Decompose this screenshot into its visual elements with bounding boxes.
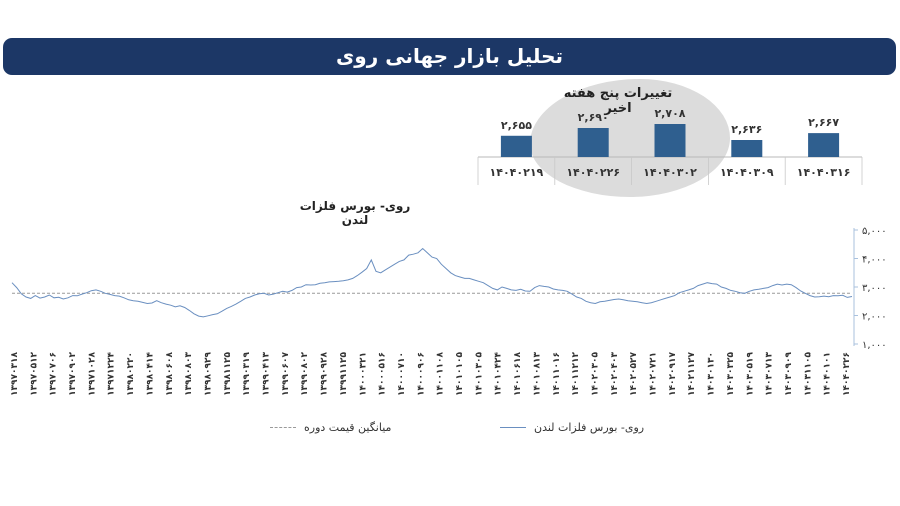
weekly-bar (808, 133, 840, 157)
weekly-bar (654, 124, 686, 157)
header-banner: تحلیل بازار جهانی روی (3, 38, 896, 75)
x-tick-label: ۱۳۹۷۰۹۰۲ (68, 351, 78, 395)
x-tick-label: ۱۳۹۹۰۶۰۷ (281, 352, 291, 396)
y-tick-label: ۳,۰۰۰ (862, 283, 887, 294)
x-tick-label: ۱۴۰۰۱۱۰۸ (436, 352, 446, 396)
weekly-date-label: ۱۴۰۴۰۲۲۶ (566, 166, 620, 179)
price-series-line (11, 247, 853, 318)
x-tick-label: ۱۳۹۹۰۹۲۸ (320, 352, 330, 396)
x-tick-label: ۱۴۰۲۰۵۲۷ (629, 352, 639, 396)
x-tick-label: ۱۳۹۷۰۷۰۶ (49, 352, 59, 396)
x-tick-label: ۱۳۹۸۰۹۲۹ (204, 352, 214, 396)
x-tick-label: ۱۳۹۹۱۱۲۵ (339, 351, 349, 395)
x-tick-label: ۱۴۰۱۰۱۰۵ (455, 351, 465, 395)
x-tick-label: ۱۴۰۲۰۳۰۵ (591, 352, 601, 396)
legend-item-price: روی- بورس فلزات لندن (500, 421, 644, 434)
x-tick-label: ۱۳۹۹۰۳۱۹ (242, 352, 252, 396)
weekly-value-label: ۲,۷۰۸ (654, 107, 685, 120)
x-tick-label: ۱۴۰۳۰۹۰۹ (784, 352, 794, 396)
x-tick-label: ۱۴۰۳۰۷۱۳ (765, 351, 775, 395)
weekly-value-label: ۲,۶۳۶ (731, 123, 762, 136)
x-tick-label: ۱۴۰۰۰۳۲۱ (358, 352, 368, 396)
legend-item-average: میانگین قیمت دوره (270, 421, 391, 434)
page-title: تحلیل بازار جهانی روی (335, 44, 564, 68)
legend-swatch-price (500, 427, 526, 428)
y-tick-label: ۲,۰۰۰ (862, 312, 887, 323)
x-tick-label: ۱۳۹۸۰۸۰۳ (184, 351, 194, 395)
x-tick-label: ۱۳۹۸۱۱۲۵ (223, 351, 233, 395)
x-tick-label: ۱۴۰۱۱۲۱۲ (571, 351, 581, 395)
x-tick-label: ۱۳۹۸۰۴۱۴ (145, 351, 155, 395)
x-tick-label: ۱۴۰۱۰۸۱۳ (532, 351, 542, 395)
x-tick-label: ۱۳۹۷۱۲۲۴ (107, 351, 117, 395)
x-tick-label: ۱۴۰۳۱۱۰۵ (803, 351, 813, 395)
weekly-date-label: ۱۴۰۴۰۳۰۹ (720, 166, 774, 179)
x-tick-label: ۱۴۰۱۱۰۱۶ (552, 352, 562, 396)
weekly-value-label: ۲,۶۵۵ (501, 119, 532, 132)
weekly-bar (577, 128, 609, 157)
x-tick-label: ۱۴۰۳۰۵۱۹ (745, 352, 755, 396)
x-tick-label: ۱۴۰۱۰۴۲۴ (494, 351, 504, 395)
x-tick-label: ۱۴۰۱۰۳۰۵ (474, 352, 484, 396)
x-tick-label: ۱۴۰۰۰۹۰۶ (416, 352, 426, 396)
x-tick-label: ۱۳۹۷۰۵۱۲ (29, 351, 39, 395)
x-tick-label: ۱۴۰۲۰۹۱۷ (668, 352, 678, 396)
weekly-date-label: ۱۴۰۴۰۳۱۶ (797, 166, 851, 179)
line-chart-title: روی- بورس فلزات لندن (299, 199, 411, 227)
x-tick-label: ۱۴۰۳۰۳۲۵ (726, 351, 736, 395)
legend-swatch-average (270, 427, 296, 428)
x-tick-label: ۱۴۰۳۰۱۳۰ (707, 352, 717, 396)
y-tick-label: ۴,۰۰۰ (862, 255, 887, 266)
weekly-chart-title: تغییرات پنج هفته اخیر (563, 86, 673, 116)
x-tick-label: ۱۴۰۰۰۵۱۶ (378, 352, 388, 396)
weekly-bar (500, 135, 532, 157)
x-tick-label: ۱۴۰۲۱۱۲۷ (687, 351, 697, 395)
weekly-date-label: ۱۴۰۴۰۳۰۲ (643, 166, 697, 179)
x-tick-label: ۱۳۹۸۰۲۲۰ (126, 352, 136, 396)
x-tick-label: ۱۳۹۷۰۳۱۸ (10, 352, 20, 396)
x-tick-label: ۱۳۹۷۱۰۲۸ (87, 352, 97, 396)
x-tick-label: ۱۴۰۲۰۷۲۱ (649, 352, 659, 396)
weekly-value-label: ۲,۶۶۷ (808, 116, 839, 129)
x-tick-label: ۱۴۰۱۰۶۱۸ (513, 352, 523, 396)
weekly-date-label: ۱۴۰۴۰۲۱۹ (490, 166, 544, 179)
x-tick-label: ۱۴۰۰۰۷۱۰ (397, 352, 407, 396)
weekly-value-label: ۲,۶۹۰ (578, 111, 609, 124)
y-tick-label: ۱,۰۰۰ (862, 340, 887, 351)
weekly-bar (731, 140, 763, 157)
x-tick-label: ۱۳۹۹۰۴۱۳ (262, 351, 272, 395)
x-tick-label: ۱۴۰۴۰۱۰۱ (823, 352, 833, 396)
legend-label-average: میانگین قیمت دوره (304, 421, 392, 434)
y-tick-label: ۵,۰۰۰ (862, 226, 887, 237)
legend-label-price: روی- بورس فلزات لندن (534, 421, 645, 434)
x-tick-label: ۱۴۰۴۰۲۲۶ (842, 352, 852, 396)
highlight-blob (530, 79, 730, 197)
x-tick-label: ۱۳۹۸۰۶۰۸ (165, 352, 175, 396)
x-tick-label: ۱۴۰۲۰۴۰۳ (610, 351, 620, 395)
x-tick-label: ۱۳۹۹۰۸۰۲ (300, 351, 310, 395)
